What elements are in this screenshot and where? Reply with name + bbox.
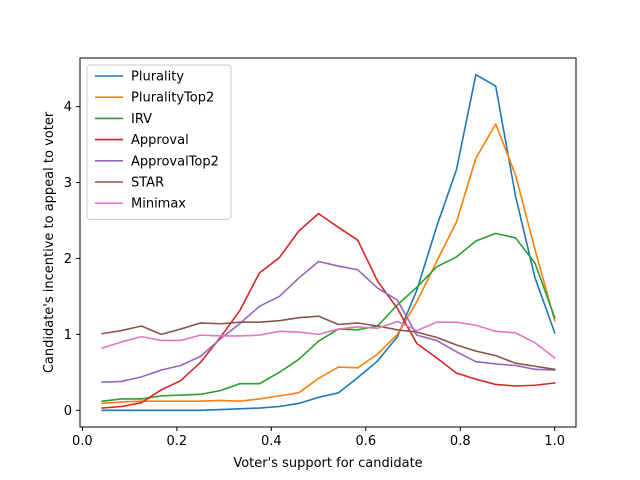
x-tick-label: 0.0	[72, 434, 93, 449]
series-line-approvaltop2	[101, 260, 556, 384]
legend-box	[86, 64, 232, 220]
plot-frame	[79, 57, 577, 428]
y-tick-label: 3	[64, 176, 72, 191]
x-tick-label: 0.4	[261, 434, 282, 449]
legend-label: PluralityTop2	[131, 91, 214, 106]
series-line-plurality	[101, 73, 556, 412]
legend-label: Plurality	[131, 70, 184, 85]
y-tick-label: 1	[64, 328, 72, 343]
y-tick-label: 4	[64, 100, 72, 115]
x-tick-label: 1.0	[544, 434, 565, 449]
series-line-minimax	[101, 320, 556, 360]
series-layer	[101, 73, 556, 412]
series-line-star	[101, 315, 556, 371]
legend-label: ApprovalTop2	[131, 154, 219, 169]
y-tick-label: 0	[64, 404, 72, 419]
series-line-irv	[101, 232, 556, 403]
legend-label: Approval	[131, 133, 189, 148]
x-axis: 0.0 0.2 0.4 0.6 0.8 1.0	[72, 427, 565, 449]
legend-label: IRV	[131, 112, 152, 127]
x-tick-label: 0.2	[166, 434, 187, 449]
series-line-pluralitytop2	[101, 123, 556, 405]
legend: Plurality PluralityTop2 IRV Approval Approva…	[86, 64, 232, 220]
y-tick-label: 2	[64, 252, 72, 267]
series-line-approval	[101, 212, 556, 409]
legend-label: Minimax	[131, 197, 186, 212]
y-axis: 0 1 2 3 4	[64, 100, 80, 419]
legend-label: STAR	[131, 176, 164, 191]
x-tick-label: 0.8	[450, 434, 471, 449]
x-axis-label: Voter's support for candidate	[233, 456, 422, 471]
y-axis-label: Candidate's incentive to appeal to voter	[42, 111, 57, 373]
x-tick-label: 0.6	[355, 434, 376, 449]
